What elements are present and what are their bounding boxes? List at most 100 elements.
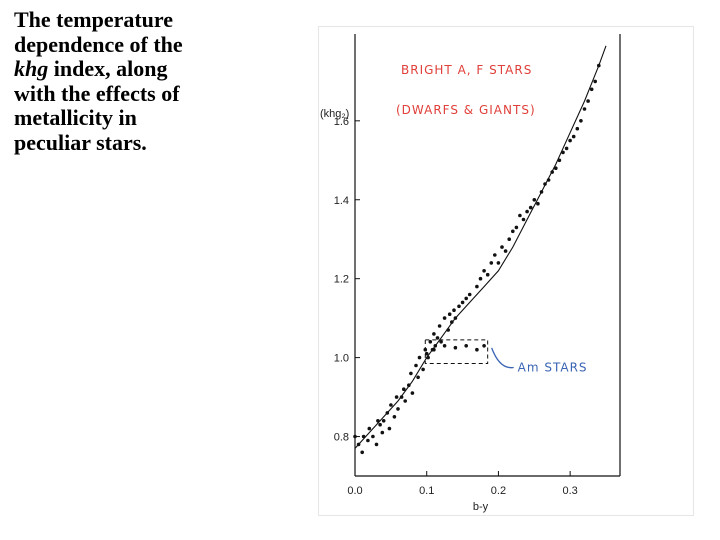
star-point	[381, 419, 386, 423]
chart-ticks: 0.0 0.1 0.2 0.3 0.8 1.0 1.2 1.4 1.6	[334, 116, 578, 497]
star-point	[475, 284, 479, 289]
star-point	[507, 237, 511, 241]
star-point	[367, 426, 372, 431]
star-point	[403, 399, 407, 403]
star-point	[421, 367, 425, 372]
khg-scatter-chart: 0.0 0.1 0.2 0.3 0.8 1.0 1.2 1.4 1.6 b-y (khg₂) B…	[320, 34, 621, 513]
star-point	[539, 190, 544, 194]
star-point	[433, 344, 438, 348]
fit-curve	[354, 45, 607, 449]
star-point	[478, 276, 483, 281]
star-point	[518, 213, 522, 218]
star-point	[503, 249, 508, 253]
star-point	[489, 261, 494, 265]
am-star-point	[475, 347, 479, 352]
y-tick-label: 1.2	[334, 274, 349, 286]
star-point	[356, 442, 361, 447]
star-point	[561, 150, 565, 155]
star-point	[557, 158, 562, 163]
y-tick-label: 1.0	[334, 353, 349, 365]
star-point	[399, 395, 404, 399]
bright-stars-annotation: BRIGHT A, F STARS	[401, 63, 532, 77]
data-points-group	[353, 63, 601, 455]
star-point	[426, 355, 430, 360]
star-point	[378, 422, 382, 427]
star-point	[361, 434, 366, 439]
star-point	[410, 391, 415, 395]
y-tick-label: 0.8	[334, 432, 349, 444]
star-point	[380, 430, 385, 435]
star-point	[457, 304, 461, 309]
chart-axes	[354, 34, 621, 477]
am-star-point	[442, 344, 447, 348]
star-point	[525, 209, 529, 214]
caption-line-5: metallicity in	[14, 105, 137, 130]
star-point	[521, 217, 526, 222]
star-point	[589, 87, 594, 92]
star-point	[493, 253, 497, 257]
star-point	[460, 300, 465, 305]
star-point	[414, 363, 418, 368]
star-point	[376, 419, 380, 423]
am-stars-box-group	[424, 339, 514, 369]
star-point	[360, 450, 364, 455]
caption-line-2: dependence of the	[14, 31, 183, 57]
star-point	[392, 415, 397, 419]
star-point	[407, 383, 411, 388]
star-point	[496, 261, 501, 265]
star-point	[389, 403, 393, 407]
am-star-point	[432, 347, 436, 352]
star-point	[385, 411, 390, 415]
star-point	[554, 166, 558, 170]
x-tick-label: 0.1	[419, 485, 434, 497]
star-point	[371, 434, 375, 439]
star-point	[416, 375, 420, 380]
star-point	[582, 107, 587, 111]
y-axis-title: (khg₂)	[320, 108, 349, 120]
chart-labels: b-y (khg₂) BRIGHT A, F STARS (DWARFS & G…	[320, 63, 588, 513]
caption-line-6: peculiar stars.	[14, 129, 147, 155]
y-tick-label: 1.4	[334, 195, 349, 207]
star-point	[453, 316, 458, 320]
caption-khg-term: khg	[14, 56, 49, 81]
star-point	[485, 272, 490, 277]
x-tick-label: 0.0	[347, 485, 362, 497]
star-point	[437, 324, 442, 328]
star-point	[597, 63, 601, 68]
star-point	[568, 138, 572, 143]
x-tick-label: 0.2	[491, 485, 506, 497]
caption-line-1: The temperature	[14, 7, 174, 32]
scanned-figure: 0.0 0.1 0.2 0.3 0.8 1.0 1.2 1.4 1.6 b-y (khg₂) B…	[318, 26, 694, 516]
star-point	[432, 332, 436, 336]
am-stars-pointer	[491, 347, 514, 369]
star-point	[366, 438, 370, 443]
am-stars-annotation: Am STARS	[518, 361, 588, 375]
figure-caption: The temperature dependence of the khg in…	[14, 7, 304, 155]
caption-line-3: index, along	[48, 56, 168, 81]
star-point	[450, 320, 454, 324]
star-point	[424, 351, 429, 356]
star-point	[439, 340, 443, 344]
star-point	[586, 99, 590, 103]
x-tick-label: 0.3	[562, 485, 577, 497]
am-star-point	[464, 344, 468, 348]
star-point	[593, 79, 597, 84]
fit-curve-group	[354, 45, 607, 449]
star-point	[464, 296, 468, 301]
star-point	[452, 308, 456, 313]
star-point	[550, 170, 554, 174]
star-point	[353, 434, 357, 439]
am-star-point	[482, 344, 486, 348]
star-point	[417, 355, 422, 360]
star-point	[374, 442, 379, 447]
star-point	[447, 312, 452, 317]
star-point	[394, 395, 399, 399]
star-point	[532, 198, 537, 202]
star-point	[571, 134, 576, 139]
star-point	[543, 182, 547, 186]
star-point	[402, 387, 406, 392]
star-point	[396, 407, 400, 411]
star-point	[500, 245, 504, 249]
star-point	[428, 340, 433, 344]
star-point	[387, 426, 392, 431]
